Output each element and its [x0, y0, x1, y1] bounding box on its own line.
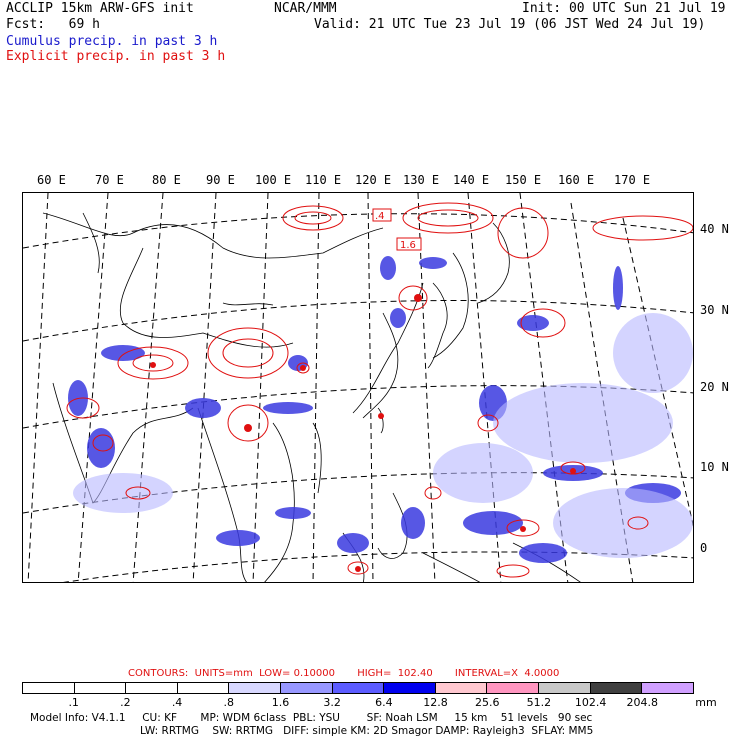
legend-label: 12.8	[423, 696, 448, 709]
legend-label: .2	[120, 696, 131, 709]
forecast-hour: Fcst: 69 h	[6, 17, 100, 32]
lon-label: 90 E	[206, 173, 235, 187]
contour-label-box	[396, 237, 422, 251]
legend-label: .4	[171, 696, 183, 709]
legend-label: 102.4	[574, 696, 607, 709]
legend-swatch	[539, 683, 591, 693]
lon-label: 100 E	[255, 173, 292, 187]
legend-label: 25.6	[474, 696, 500, 709]
lat-label: 0	[700, 541, 708, 555]
legend-label: .1	[68, 696, 79, 709]
explicit-precip-cores	[150, 294, 576, 572]
precip-map: .4 1.6	[22, 192, 694, 583]
legend-label: 51.2	[526, 696, 552, 709]
lon-label: 110 E	[305, 173, 342, 187]
legend-swatch	[332, 683, 385, 693]
legend-unit: mm	[695, 696, 717, 709]
institution-label: NCAR/MMM	[274, 1, 337, 16]
legend-label: .8	[223, 696, 235, 709]
lon-label: 170 E	[614, 173, 651, 187]
lon-label: 60 E	[37, 173, 66, 187]
legend-swatch	[229, 683, 282, 693]
model-info-line1: Model Info: V4.1.1 CU: KF MP: WDM 6class…	[30, 712, 593, 724]
contour-label: 1.6	[400, 240, 416, 251]
lon-label: 150 E	[505, 173, 542, 187]
explicit-precip-contours	[66, 202, 693, 578]
legend-label: 3.2	[323, 696, 341, 709]
lon-label: 80 E	[152, 173, 181, 187]
lon-label: 160 E	[558, 173, 595, 187]
valid-time: Valid: 21 UTC Tue 23 Jul 19 (06 JST Wed …	[314, 17, 706, 32]
contour-label-box	[372, 208, 392, 222]
legend-swatch	[177, 683, 230, 693]
map-canvas: .4 1.6	[23, 193, 693, 582]
lon-label: 140 E	[453, 173, 490, 187]
legend-swatch	[74, 683, 127, 693]
legend-swatch	[590, 683, 643, 693]
legend-label: 6.4	[375, 696, 393, 709]
lon-label: 130 E	[403, 173, 440, 187]
lat-label: 40 N	[700, 222, 729, 236]
init-time: Init: 00 UTC Sun 21 Jul 19	[522, 1, 726, 16]
legend-swatch	[384, 683, 436, 693]
legend-label: 204.8	[626, 696, 659, 709]
legend-swatch	[435, 683, 488, 693]
contour-label: .4	[375, 211, 385, 222]
lat-label: 30 N	[700, 303, 729, 317]
lat-label: 20 N	[700, 380, 729, 394]
legend-swatch	[487, 683, 540, 693]
model-info-line2: LW: RRTMG SW: RRTMG DIFF: simple KM: 2D …	[140, 725, 594, 737]
explicit-precip-label: Explicit precip. in past 3 h	[6, 49, 226, 64]
contours-info: CONTOURS: UNITS=mm LOW= 0.10000 HIGH= 10…	[128, 668, 560, 679]
lon-label: 70 E	[95, 173, 124, 187]
legend-swatch	[126, 683, 178, 693]
legend-label: 1.6	[271, 696, 290, 709]
lat-label: 10 N	[700, 460, 729, 474]
run-title: ACCLIP 15km ARW-GFS init	[6, 1, 194, 16]
color-legend	[22, 682, 694, 694]
legend-swatch	[642, 683, 693, 693]
light-precip-areas	[73, 313, 693, 558]
lon-label: 120 E	[355, 173, 392, 187]
coastlines	[42, 212, 581, 582]
legend-swatch	[281, 683, 333, 693]
cumulus-precip-label: Cumulus precip. in past 3 h	[6, 34, 218, 49]
legend-swatch	[23, 683, 75, 693]
